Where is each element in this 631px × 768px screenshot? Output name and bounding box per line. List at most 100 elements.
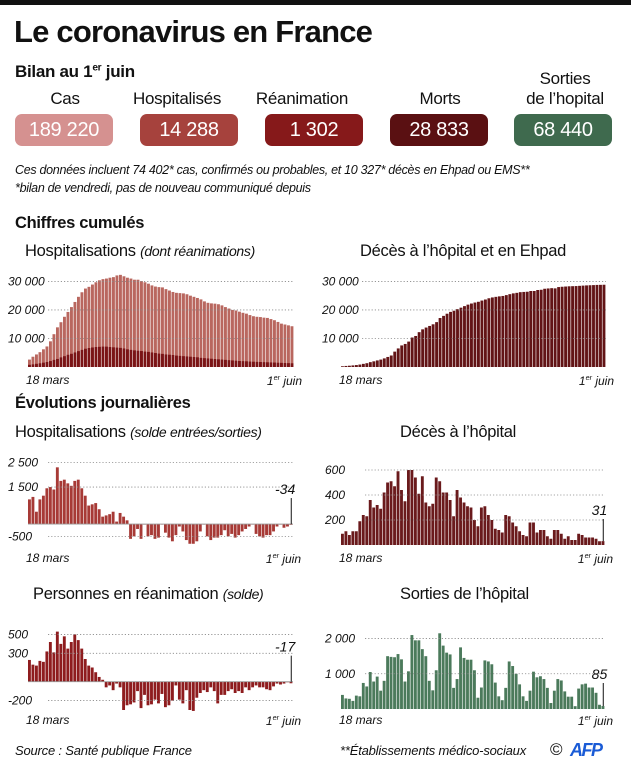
kpi-label-reanimation: Réanimation [255, 89, 349, 108]
bar [216, 681, 220, 704]
bar [167, 681, 171, 706]
last-value-label: -34 [275, 481, 295, 497]
bar [389, 656, 393, 709]
bar [273, 320, 276, 367]
bar [456, 309, 459, 367]
bar [424, 502, 428, 545]
bar [157, 681, 160, 704]
bar [174, 681, 178, 686]
x-label-part: er [585, 373, 592, 382]
bar [289, 681, 293, 684]
bar [157, 287, 161, 367]
bar [52, 489, 56, 525]
bar [184, 524, 188, 541]
bar [171, 355, 175, 367]
source-text: Source : Santé publique France [15, 743, 192, 758]
bar [434, 477, 438, 545]
y-tick-label: 30 000 [322, 274, 359, 288]
y-tick-label: -500 [8, 529, 32, 543]
bar [486, 515, 490, 545]
bar [94, 503, 98, 525]
kpi-value-sorties: 68 440 [514, 114, 612, 146]
bar [157, 353, 161, 367]
bar [567, 286, 571, 367]
bar [500, 700, 504, 709]
bar [129, 524, 133, 539]
bar [570, 696, 574, 709]
bar [254, 681, 258, 686]
x-label-end: 1er juin [266, 551, 301, 566]
bar [438, 481, 442, 545]
bar [77, 351, 80, 367]
bar [570, 540, 574, 545]
bar [268, 524, 272, 536]
bar [490, 297, 494, 367]
bar [266, 362, 269, 367]
bar [511, 666, 515, 709]
bar [375, 676, 379, 709]
bar [479, 507, 483, 545]
bar [252, 316, 255, 367]
bar [407, 470, 410, 545]
bar [368, 672, 372, 709]
bar [368, 500, 372, 545]
bar [266, 317, 269, 367]
bar [192, 296, 196, 367]
bar [255, 316, 259, 367]
bar [365, 686, 369, 709]
y-tick-label: 600 [325, 463, 345, 477]
bar [94, 282, 98, 367]
x-label-end: 1er juin [266, 713, 301, 728]
bar [410, 470, 414, 545]
bar [129, 681, 133, 705]
bar [219, 681, 223, 695]
bar [525, 700, 528, 709]
bar [375, 505, 379, 545]
bar [276, 362, 280, 367]
bar [126, 277, 129, 367]
bar [344, 365, 348, 367]
bar [341, 533, 344, 545]
bar [184, 681, 188, 691]
y-tick-label: 500 [8, 627, 28, 641]
bar [515, 292, 519, 367]
bar [518, 292, 522, 367]
x-label-part: juin [591, 374, 614, 388]
bar [441, 645, 445, 709]
bar [237, 681, 241, 692]
x-label-end: 1er juin [579, 373, 614, 388]
bar [198, 681, 202, 693]
bar [234, 310, 238, 367]
bar [542, 679, 546, 709]
bar [245, 361, 248, 367]
bar [203, 301, 206, 367]
bar [431, 690, 435, 709]
subtitle-text: Bilan au 1 [15, 62, 93, 81]
chart-title: Décès à l’hôpital [400, 423, 516, 441]
x-label-part: er [272, 551, 279, 560]
bar [80, 648, 84, 682]
bar [126, 349, 129, 367]
bar [115, 275, 119, 367]
bar [504, 295, 508, 367]
bar [438, 318, 442, 367]
bar [146, 524, 150, 537]
bar [543, 288, 547, 367]
bar [473, 670, 476, 709]
bar [556, 679, 560, 709]
bar [421, 329, 425, 367]
bar [219, 524, 223, 536]
bar [259, 317, 262, 367]
bar [136, 279, 140, 367]
bar [224, 359, 227, 367]
bar [252, 361, 255, 367]
bar [459, 497, 462, 545]
bar [539, 289, 543, 367]
bar [358, 364, 362, 367]
bar [476, 301, 480, 367]
page-subtitle: Bilan au 1er juin [15, 62, 135, 82]
bar [153, 524, 157, 539]
bar [341, 366, 344, 367]
bar [188, 681, 192, 710]
page-title: Le coronavirus en France [14, 14, 373, 49]
